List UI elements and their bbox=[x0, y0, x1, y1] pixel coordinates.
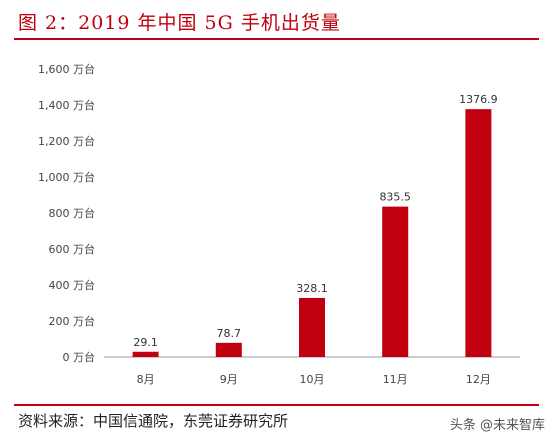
bar bbox=[465, 109, 492, 358]
y-tick-label: 0 万台 bbox=[63, 350, 96, 364]
title-divider bbox=[14, 38, 539, 40]
source-note: 资料来源：中国信通院，东莞证券研究所 bbox=[18, 412, 289, 430]
y-tick-label: 1,200 万台 bbox=[38, 134, 95, 148]
data-label: 78.7 bbox=[217, 327, 242, 340]
x-tick-label: 12月 bbox=[466, 373, 491, 386]
y-tick-label: 1,600 万台 bbox=[38, 62, 95, 76]
x-tick-label: 8月 bbox=[137, 373, 155, 386]
chart-title: 图 2：2019 年中国 5G 手机出货量 bbox=[18, 12, 341, 34]
data-label: 328.1 bbox=[296, 282, 328, 295]
y-tick-label: 200 万台 bbox=[49, 314, 96, 328]
y-tick-label: 1,000 万台 bbox=[38, 170, 95, 184]
footer-divider bbox=[14, 404, 539, 406]
bar bbox=[215, 342, 242, 357]
data-label: 29.1 bbox=[133, 336, 158, 349]
data-label: 1376.9 bbox=[459, 93, 498, 106]
y-tick-label: 1,400 万台 bbox=[38, 98, 95, 112]
x-tick-label: 11月 bbox=[383, 373, 408, 386]
bar bbox=[132, 351, 159, 357]
bar bbox=[382, 206, 409, 357]
bar bbox=[299, 297, 325, 357]
x-tick-label: 10月 bbox=[300, 373, 325, 386]
y-tick-label: 800 万台 bbox=[49, 206, 96, 220]
y-tick-label: 400 万台 bbox=[49, 278, 96, 292]
watermark: 头条 @未来智库 bbox=[449, 418, 545, 433]
data-label: 835.5 bbox=[379, 191, 411, 204]
x-tick-label: 9月 bbox=[220, 373, 238, 386]
y-tick-label: 600 万台 bbox=[49, 242, 96, 256]
